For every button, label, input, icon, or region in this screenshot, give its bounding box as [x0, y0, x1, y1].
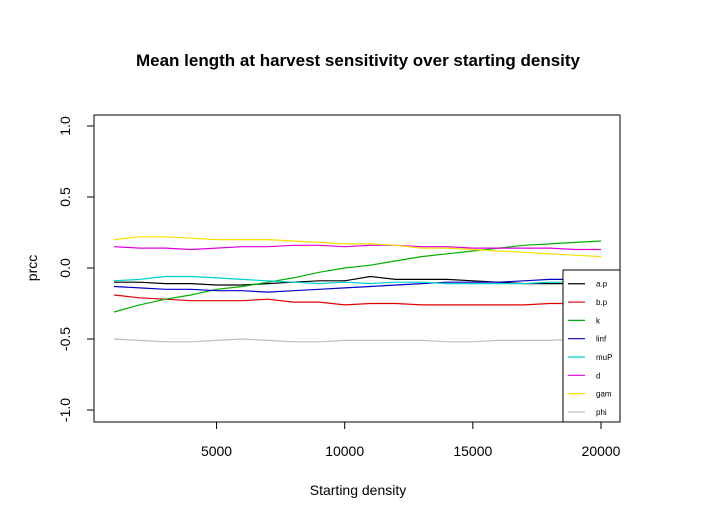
y-tick-label: -0.5 — [57, 327, 73, 351]
series-line-muP — [113, 275, 601, 285]
legend: a.p b.p k linf muP d gam phi — [562, 269, 621, 423]
y-tick-label: 0.0 — [57, 258, 73, 278]
series-line-linf — [113, 278, 601, 293]
series-line-d — [113, 244, 601, 251]
chart-title: Mean length at harvest sensitivity over … — [136, 51, 581, 70]
legend-label: muP — [596, 353, 612, 362]
legend-label: k — [596, 316, 601, 325]
y-tick-label: 1.0 — [57, 116, 73, 136]
x-tick-label: 20000 — [582, 443, 621, 459]
y-axis-label: prcc — [24, 255, 40, 281]
x-tick-label: 10000 — [325, 443, 364, 459]
series-line-phi — [113, 338, 601, 343]
y-tick-label: 0.5 — [57, 187, 73, 207]
legend-label: a.p — [596, 280, 608, 289]
legend-label: d — [596, 371, 600, 380]
y-tick-label: -1.0 — [57, 398, 73, 422]
legend-label: b.p — [596, 298, 608, 307]
plot-frame — [93, 114, 621, 423]
series-line-gam — [113, 236, 602, 258]
legend-label: linf — [596, 335, 607, 344]
x-tick-label: 15000 — [453, 443, 492, 459]
legend-label: phi — [596, 408, 607, 417]
x-axis-label: Starting density — [310, 482, 407, 498]
legend-label: gam — [596, 390, 612, 399]
y-axis: -1.0 -0.5 0.0 0.5 1.0 — [57, 116, 95, 422]
x-tick-label: 5000 — [201, 443, 232, 459]
x-axis: 5000 10000 15000 20000 — [201, 421, 621, 459]
series-line-b-p — [113, 294, 601, 306]
series-line-k — [113, 240, 602, 313]
legend-box — [562, 269, 621, 423]
series-lines — [113, 236, 602, 343]
